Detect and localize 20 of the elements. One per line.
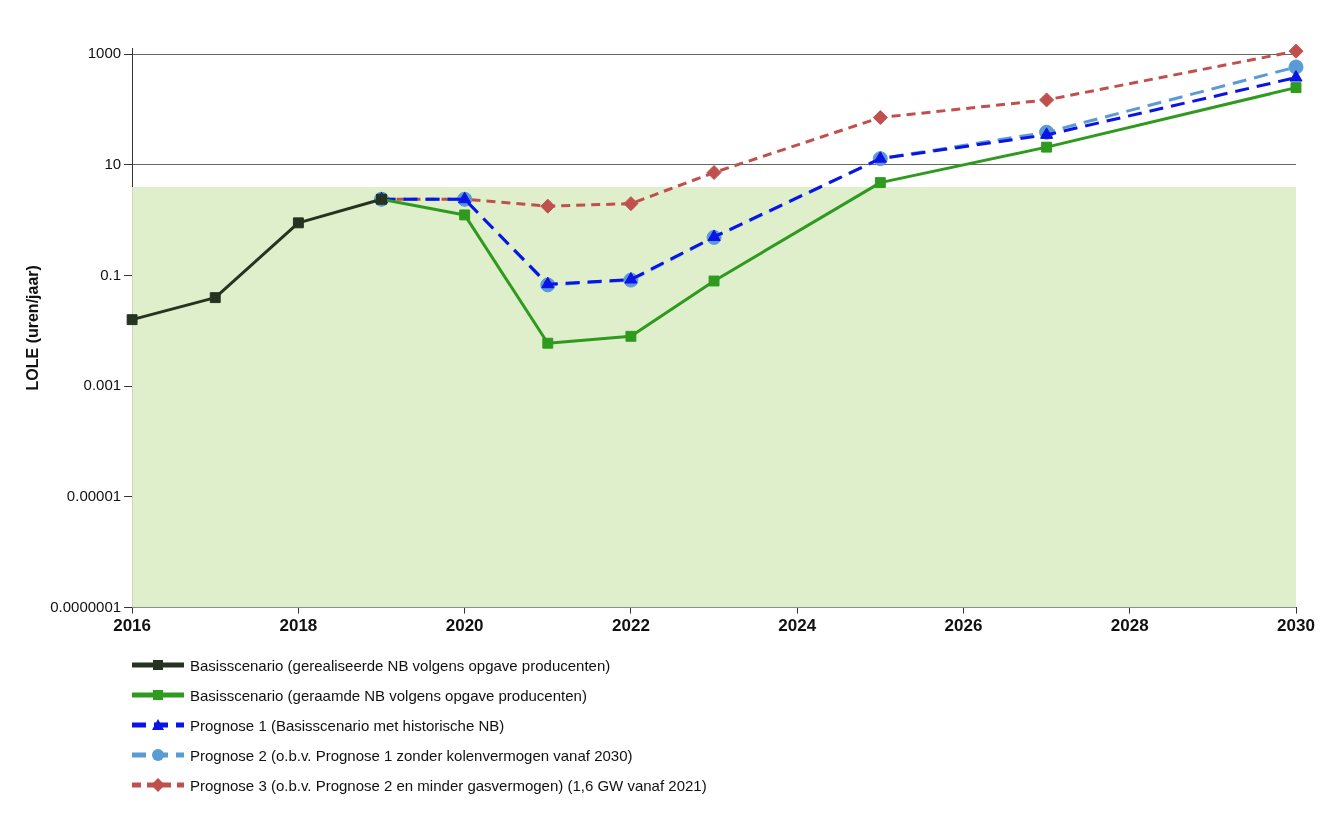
legend-label: Prognose 3 (o.b.v. Prognose 2 en minder gasvermogen) (1,6 GW vanaf 2021) [190,776,707,794]
x-tick-label: 2018 [279,616,318,636]
x-tick-label: 2020 [445,616,484,636]
y-tick-label: 0.001 [83,376,122,394]
x-tick-label: 2016 [113,616,152,636]
y-tick-label: 0.1 [100,265,122,283]
y-tick-label: 10 [104,155,122,173]
x-tick-label: 2028 [1110,616,1149,636]
x-tick-label: 2026 [944,616,983,636]
y-tick-label: 1000 [87,44,122,62]
y-tick-label: 0.00001 [66,487,122,505]
y-axis-title: LOLE (uren/jaar) [24,265,42,391]
legend-label: Prognose 2 (o.b.v. Prognose 1 zonder kolenvermogen vanaf 2030) [190,746,633,764]
x-tick-label: 2024 [778,616,817,636]
legend-label: Basisscenario (geraamde NB volgens opgave producenten) [190,686,587,704]
legend-label: Prognose 1 (Basisscenario met historische NB) [190,716,505,734]
x-tick-label: 2022 [612,616,650,636]
y-tick-label: 0.0000001 [50,597,122,615]
x-tick-label: 2030 [1277,616,1315,636]
legend-label: Basisscenario (gerealiseerde NB volgens opgave producenten) [190,656,611,674]
